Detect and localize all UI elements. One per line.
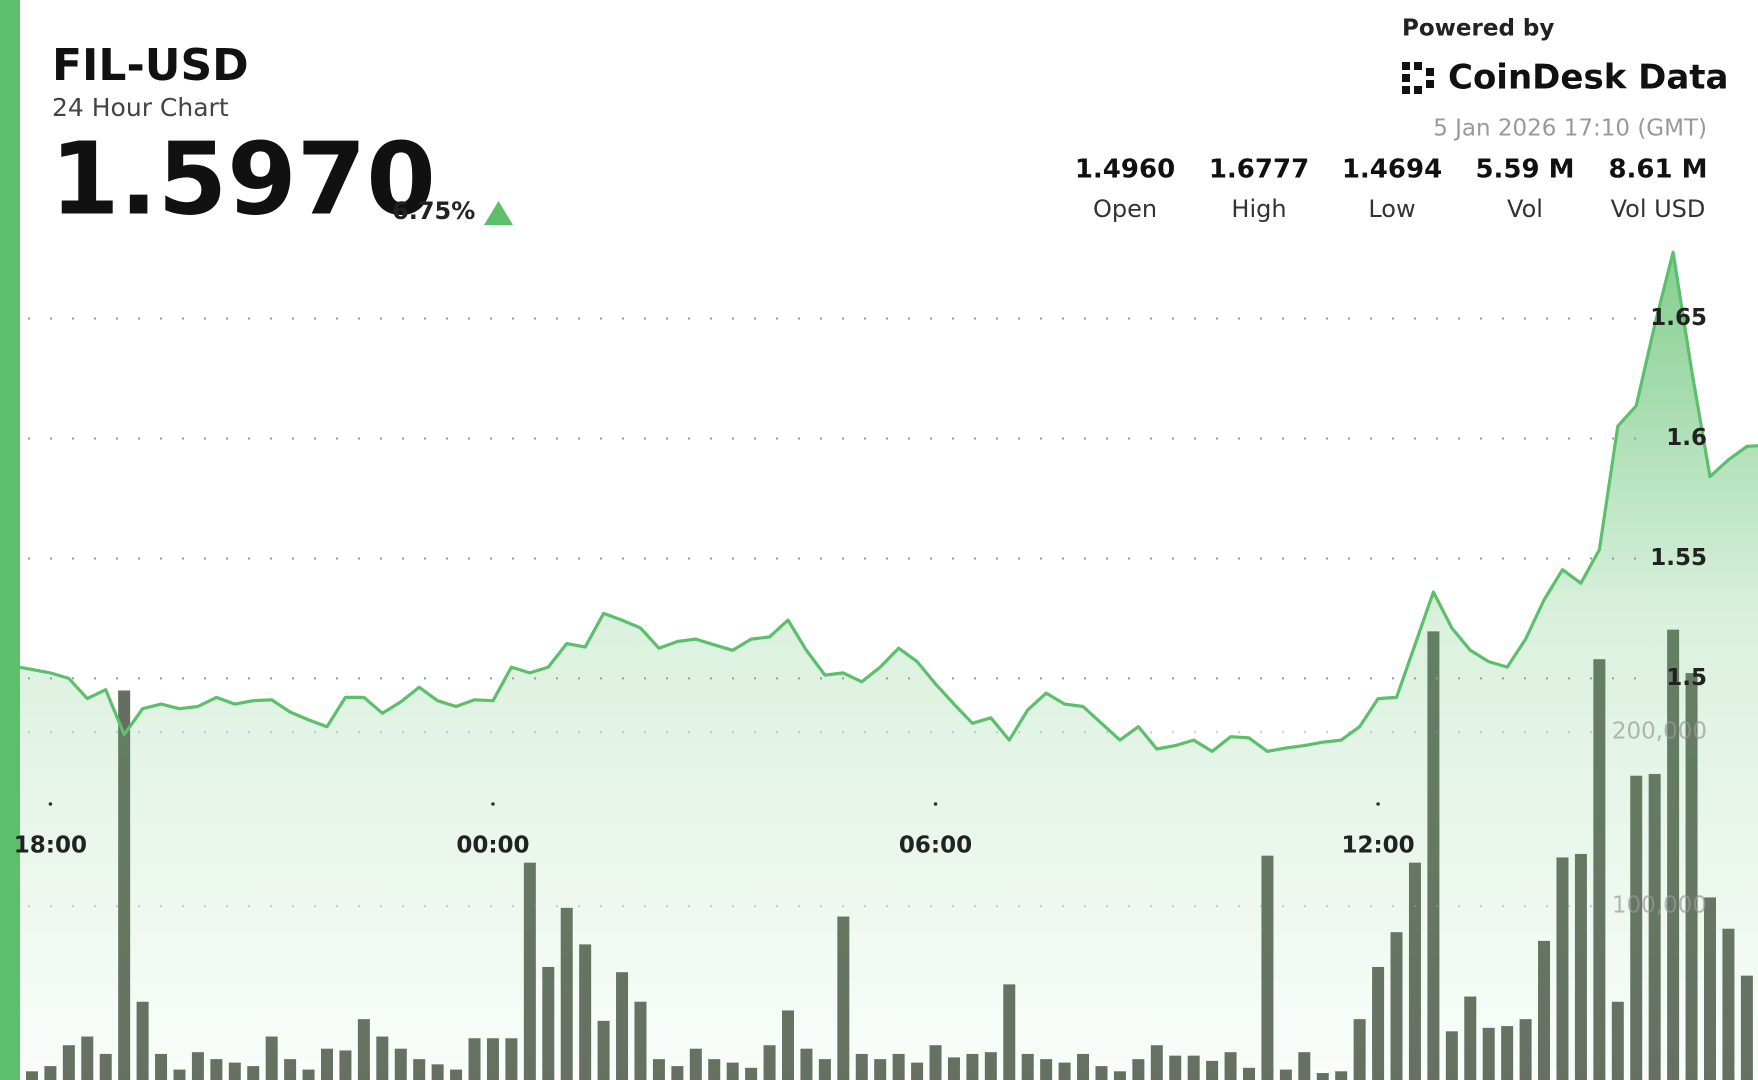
stat-label: Vol [1507, 195, 1543, 223]
price-line [20, 250, 1758, 753]
stat-value: 1.4694 [1342, 155, 1442, 185]
subtitle: 24 Hour Chart [52, 93, 229, 122]
y2-tick-label: 200,000 [1612, 719, 1707, 745]
y-tick-label: 1.6 [1666, 425, 1707, 451]
stat-value: 1.6777 [1209, 155, 1309, 185]
x-tick-label: 18:00 [14, 833, 87, 859]
stat-label: Low [1368, 195, 1415, 223]
y-tick-label: 1.5 [1666, 665, 1707, 691]
brand-logo [1402, 62, 1434, 94]
y-tick-label: 1.65 [1650, 305, 1707, 331]
symbol-title: FIL-USD [52, 40, 249, 91]
x-tick-label: 00:00 [456, 833, 529, 859]
powered-by: Powered by [1402, 16, 1554, 42]
x-tick-label: 12:00 [1341, 833, 1414, 859]
stat-value: 5.59 M [1475, 155, 1574, 185]
stats: 1.4960 Open 1.6777 High 1.4694 Low 5.59 M Vol 8.… [1075, 155, 1708, 224]
brand: CoinDesk Data [1448, 58, 1729, 98]
x-tick-mark [491, 802, 495, 806]
stat-value: 8.61 M [1608, 155, 1707, 185]
stat-label: Open [1093, 195, 1157, 223]
accent-bar [0, 0, 20, 1080]
stat-value: 1.4960 [1075, 155, 1175, 185]
price: 1.5970 [50, 120, 436, 237]
stat-label: High [1231, 195, 1286, 223]
x-tick-mark [1376, 802, 1380, 806]
stat-label: Vol USD [1611, 195, 1706, 223]
up-arrow [484, 201, 513, 225]
x-tick-label: 06:00 [899, 833, 972, 859]
price-area [20, 252, 1758, 1080]
x-tick-mark [933, 802, 938, 806]
plot-area [20, 250, 1758, 1080]
y-tick-label: 1.55 [1650, 545, 1707, 571]
timestamp: 5 Jan 2026 17:10 (GMT) [1433, 116, 1707, 142]
change: 6.75% [392, 197, 475, 225]
y2-tick-label: 100,000 [1612, 893, 1707, 919]
x-tick-mark [48, 802, 53, 806]
